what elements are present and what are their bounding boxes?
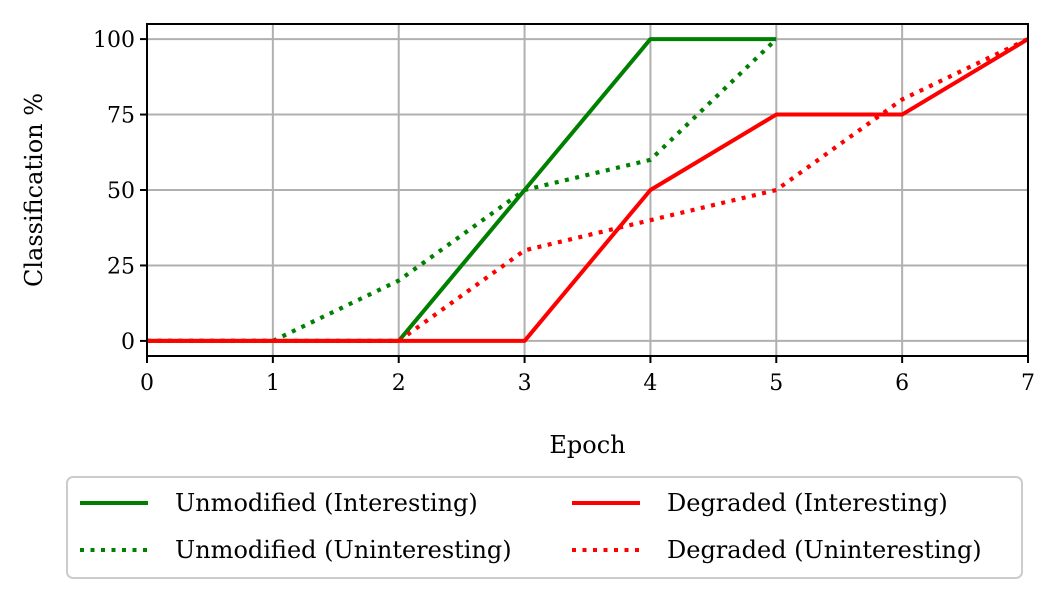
legend: Unmodified (Interesting) Unmodified (Unin… [66,476,1023,579]
x-tick-label: 1 [266,371,280,396]
grid [146,24,1029,356]
series-line-2 [147,37,1030,343]
legend-label-2: Degraded (Interesting) [667,489,948,517]
x-tick-label: 0 [140,371,154,396]
legend-box [66,476,1023,579]
y-tick-label: 25 [107,254,135,279]
axis-ticks: 0 1 2 3 4 5 6 7 0 25 50 75 100 [93,28,1035,396]
x-tick-label: 6 [895,371,909,396]
legend-label-0: Unmodified (Interesting) [175,489,478,517]
legend-label-3: Degraded (Uninteresting) [667,536,982,564]
series-lines [147,37,1030,344]
x-axis-label: Epoch [549,431,625,459]
series-line-1 [147,37,778,344]
x-tick-label: 2 [392,371,406,396]
y-tick-label: 0 [121,330,135,355]
x-tick-label: 4 [643,371,657,396]
y-tick-label: 75 [107,104,135,129]
y-tick-label: 50 [107,179,135,204]
x-tick-label: 7 [1021,371,1035,396]
x-tick-label: 3 [518,371,532,396]
x-tick-label: 5 [769,371,783,396]
legend-label-1: Unmodified (Uninteresting) [175,536,512,564]
y-axis-label: Classification % [20,93,48,287]
y-tick-label: 100 [93,28,135,53]
